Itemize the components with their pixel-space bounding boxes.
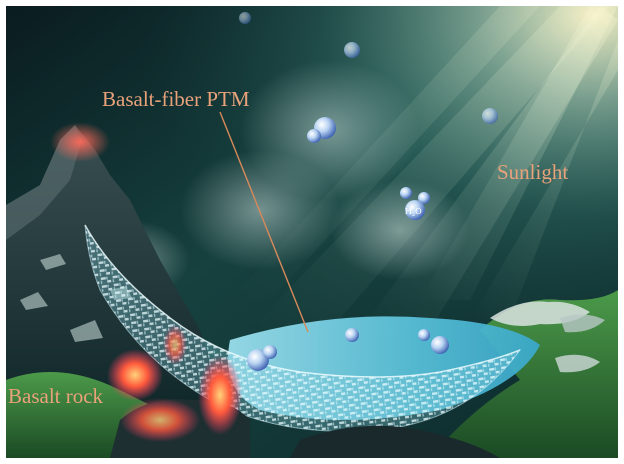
foreground-rock-right [290,425,500,458]
molecule-sub: 2 [412,212,415,218]
bubble [431,336,449,354]
basalt-rock-label: Basalt rock [8,384,104,408]
sunlight-label: Sunlight [497,160,568,184]
bubble [344,42,360,58]
svg-text:H2O: H2O [405,207,422,218]
right-shore [430,290,618,458]
bubble [482,108,498,124]
lava-glow [107,325,242,442]
water-bubbles [239,12,498,371]
membrane-leader-line [219,111,309,333]
membrane-label: Basalt-fiber PTM [102,87,250,111]
bubble [263,345,277,359]
bubble [345,328,359,342]
molecule-o: O [415,207,422,216]
mountain-peak-glow [50,122,110,162]
molecule-h: H [405,207,412,216]
water-molecule-icon: H2O [400,187,430,220]
bubble [418,329,430,341]
bubble [239,12,251,24]
bubble [307,129,321,143]
